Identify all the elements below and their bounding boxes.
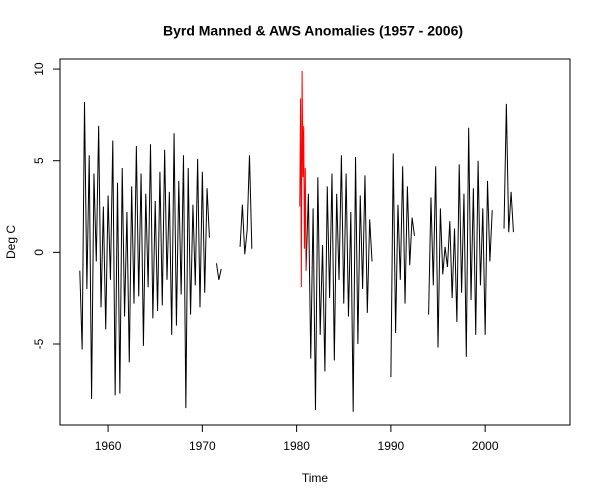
y-tick-label: 10 [32,62,46,76]
x-tick-label: 1990 [378,439,405,453]
y-tick-label: -5 [32,338,46,349]
y-axis-label: Deg C [4,225,18,259]
y-tick-label: 5 [32,157,46,164]
x-axis-label: Time [302,471,329,485]
data-line [79,102,514,412]
y-tick-label: 0 [32,249,46,256]
chart-title: Byrd Manned & AWS Anomalies (1957 - 2006… [163,23,463,39]
x-tick-label: 1980 [283,439,310,453]
plot-box [59,58,571,426]
x-tick-label: 2000 [472,439,499,453]
x-tick-label: 1970 [189,439,216,453]
x-tick-label: 1960 [95,439,122,453]
data-line [299,70,307,288]
